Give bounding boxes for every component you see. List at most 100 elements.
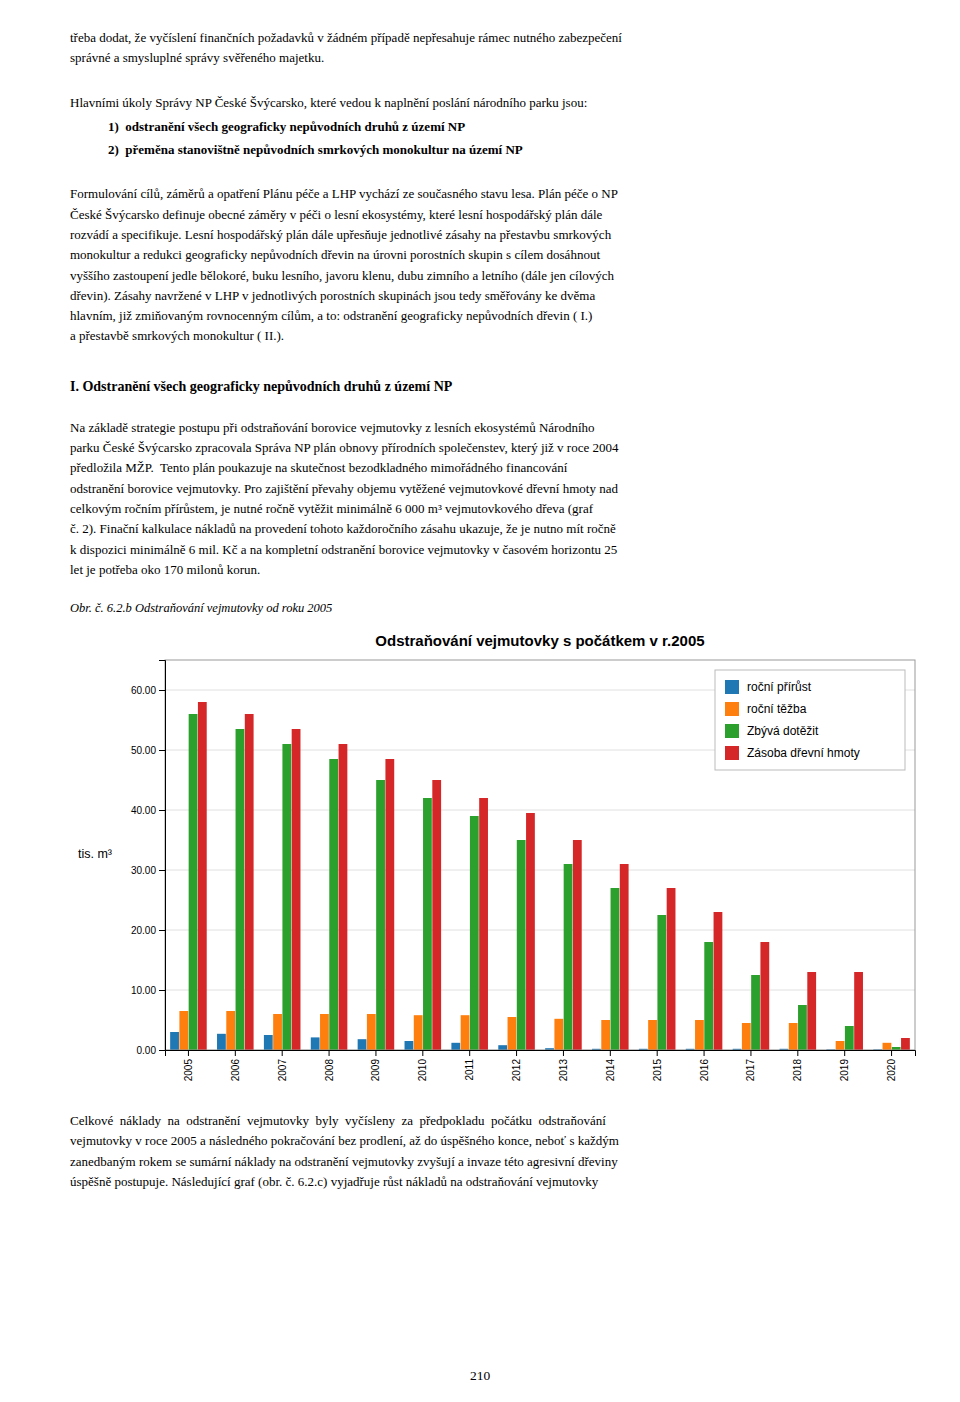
bar	[189, 714, 198, 1050]
legend-swatch	[725, 724, 739, 738]
legend-item: Zásoba dřevní hmoty	[725, 746, 860, 760]
y-tick: 20.00	[131, 925, 165, 936]
bar	[648, 1020, 657, 1050]
bar	[385, 759, 394, 1050]
x-tick: 2011	[464, 1050, 475, 1081]
x-tick-mark	[844, 1050, 845, 1056]
legend-swatch	[725, 746, 739, 760]
bar	[901, 1038, 910, 1050]
bar	[320, 1014, 329, 1050]
x-tick-label: 2007	[277, 1059, 288, 1082]
y-tick: 0.00	[137, 1045, 165, 1056]
body-text-line: let je potřeba oko 170 milonů korun.	[70, 562, 260, 577]
bar	[704, 942, 713, 1050]
bar	[245, 714, 254, 1050]
x-tick-mark	[610, 1050, 611, 1056]
y-tick-mark	[159, 810, 165, 811]
page: třeba dodat, že vyčíslení finančních pož…	[0, 0, 960, 1402]
body-text-line: odstranění borovice vejmutovky. Pro zaji…	[70, 481, 618, 496]
bar	[798, 1005, 807, 1050]
x-axis: 2005200620072008200920102011201220132014…	[166, 1050, 916, 1081]
x-tick-mark	[375, 1050, 376, 1056]
x-tick-mark	[563, 1050, 564, 1056]
bar	[760, 942, 769, 1050]
y-tick-mark	[159, 750, 165, 751]
y-tick-label: 10.00	[131, 985, 156, 996]
bar	[329, 759, 338, 1050]
bar	[695, 1020, 704, 1050]
y-tick-label: 50.00	[131, 745, 156, 756]
bar	[526, 813, 535, 1050]
x-axis-line	[166, 1051, 916, 1057]
bar	[714, 912, 723, 1050]
bar	[470, 816, 479, 1050]
chart: 0.0010.0020.0030.0040.0050.0060.00200520…	[78, 632, 916, 1081]
y-tick: 50.00	[131, 745, 165, 756]
body-text-line: vyššího zastoupení jedle bělokoré, buku …	[70, 268, 615, 283]
bar	[573, 840, 582, 1050]
y-tick-mark	[159, 1050, 165, 1051]
bar	[179, 1011, 188, 1050]
x-tick: 2016	[699, 1050, 710, 1081]
bar	[423, 798, 432, 1050]
list-item: 1) odstranění všech geograficky nepůvodn…	[108, 119, 465, 134]
list-item: 2) přeměna stanovištně nepůvodních smrko…	[108, 142, 523, 157]
bar	[292, 729, 301, 1050]
plot-frame	[165, 660, 915, 1050]
bar	[451, 1043, 460, 1050]
bar	[751, 975, 760, 1050]
bar	[554, 1019, 563, 1050]
y-tick-label: 30.00	[131, 865, 156, 876]
x-tick-label: 2016	[699, 1059, 710, 1082]
bar	[226, 1011, 235, 1050]
bar	[807, 972, 816, 1050]
x-tick-label: 2009	[370, 1059, 381, 1082]
bar	[432, 780, 441, 1050]
x-tick-label: 2014	[605, 1059, 616, 1082]
x-tick: 2008	[324, 1050, 335, 1081]
body-text-line: č. 2). Finační kalkulace nákladů na prov…	[70, 521, 616, 536]
bar-series	[198, 702, 910, 1050]
legend-label: roční těžba	[747, 702, 807, 716]
body-text-line: hlavním, již zmiňovaným rovnocenným cílů…	[70, 308, 592, 323]
body-text-line: rozvádí a specifikuje. Lesní hospodářský…	[70, 227, 612, 242]
body-text-line: a přestavbě smrkových monokultur ( II.).	[70, 328, 284, 343]
x-tick-label: 2018	[792, 1059, 803, 1082]
y-axis-label: tis. m³	[78, 847, 112, 861]
body-text-line: Celkové náklady na odstranění vejmutovky…	[70, 1113, 606, 1128]
body-text-line: dřevin). Zásahy navržené v LHP v jednotl…	[70, 288, 595, 303]
x-tick-label: 2006	[230, 1059, 241, 1082]
y-axis: 0.0010.0020.0030.0040.0050.0060.00	[131, 661, 166, 1056]
bar	[367, 1014, 376, 1050]
bar	[358, 1039, 367, 1050]
x-tick-mark	[704, 1050, 705, 1056]
body-text-line: celkovým ročním přírůstem, je nutné ročn…	[70, 501, 594, 516]
y-tick-mark	[159, 990, 165, 991]
grid-line	[165, 870, 915, 871]
bar	[564, 864, 573, 1050]
x-tick-mark	[235, 1050, 236, 1056]
x-tick-mark	[750, 1050, 751, 1056]
bar	[508, 1017, 517, 1050]
bar	[611, 888, 620, 1050]
x-tick-mark	[891, 1050, 892, 1056]
x-tick-mark	[329, 1050, 330, 1056]
body-text-line: vejmutovky v roce 2005 a následného pokr…	[70, 1133, 619, 1148]
bar	[883, 1043, 892, 1050]
y-tick-mark	[159, 930, 165, 931]
x-tick: 2015	[652, 1050, 663, 1081]
y-tick-label: 40.00	[131, 805, 156, 816]
x-tick: 2007	[277, 1050, 288, 1081]
legend-label: Zbývá dotěžit	[747, 724, 819, 738]
page-text: třeba dodat, že vyčíslení finančních pož…	[70, 30, 622, 1383]
bar	[498, 1045, 507, 1050]
body-text-line: parku České Švýcarsko zpracovala Správa …	[70, 440, 619, 455]
x-tick-mark	[797, 1050, 798, 1056]
x-tick-label: 2011	[464, 1059, 475, 1081]
x-tick: 2014	[605, 1050, 616, 1081]
bar	[620, 864, 629, 1050]
y-tick: 30.00	[131, 865, 165, 876]
x-tick-label: 2013	[558, 1059, 569, 1082]
body-text-line: monokultur a redukci geograficky nepůvod…	[70, 247, 600, 262]
x-tick-label: 2005	[183, 1059, 194, 1082]
